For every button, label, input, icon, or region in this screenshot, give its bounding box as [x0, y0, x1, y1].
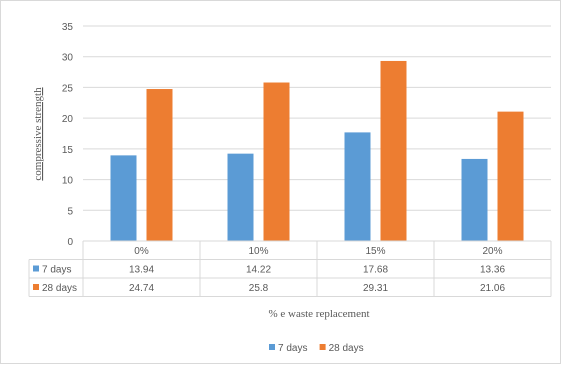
bar	[497, 111, 524, 241]
table-legend-key	[33, 265, 39, 272]
y-tick-label: 0	[67, 237, 73, 248]
x-axis-label: % e waste replacement	[268, 308, 369, 320]
bar	[380, 60, 407, 242]
y-tick-label: 25	[62, 83, 74, 94]
legend: 7 days 28 days	[269, 343, 364, 354]
y-tick-label: 30	[62, 53, 74, 64]
data-label: 13.36	[480, 265, 505, 276]
bar	[146, 89, 173, 241]
x-tick-label: 15%	[365, 246, 385, 257]
table-series-label: 28 days	[42, 283, 77, 294]
y-axis-label: compressive strength	[32, 87, 44, 181]
legend-label: 7 days	[278, 343, 307, 354]
table-series-label: 7 days	[42, 265, 71, 276]
y-tick-label: 15	[62, 145, 74, 156]
y-tick-label: 35	[62, 22, 74, 33]
data-label: 17.68	[363, 265, 388, 276]
data-label: 24.74	[129, 283, 154, 294]
bar	[461, 158, 488, 241]
data-label: 25.8	[249, 283, 269, 294]
table-legend-key	[33, 284, 39, 290]
x-tick-label: 20%	[482, 246, 502, 257]
x-tick-label: 10%	[248, 246, 268, 257]
legend-label: 28 days	[329, 343, 364, 354]
bar	[227, 153, 254, 241]
y-tick-label: 5	[67, 206, 73, 217]
y-tick-label: 20	[62, 114, 74, 125]
data-label: 21.06	[480, 283, 505, 294]
y-axis-ticks: 0 5 10 15 20 25 30 35	[62, 22, 74, 248]
x-tick-label: 0%	[134, 246, 149, 257]
legend-swatch	[269, 344, 275, 350]
bar	[263, 82, 290, 241]
data-table: 0% 10% 15% 20% 7 days 13.94 14.22 17.68 13.36 28 …	[28, 240, 552, 297]
data-label: 13.94	[129, 265, 154, 276]
bar	[344, 132, 371, 241]
y-tick-label: 10	[62, 176, 74, 187]
bars	[110, 60, 524, 242]
data-label: 29.31	[363, 283, 388, 294]
bar	[110, 155, 137, 241]
data-label: 14.22	[246, 265, 271, 276]
legend-swatch	[319, 344, 326, 350]
